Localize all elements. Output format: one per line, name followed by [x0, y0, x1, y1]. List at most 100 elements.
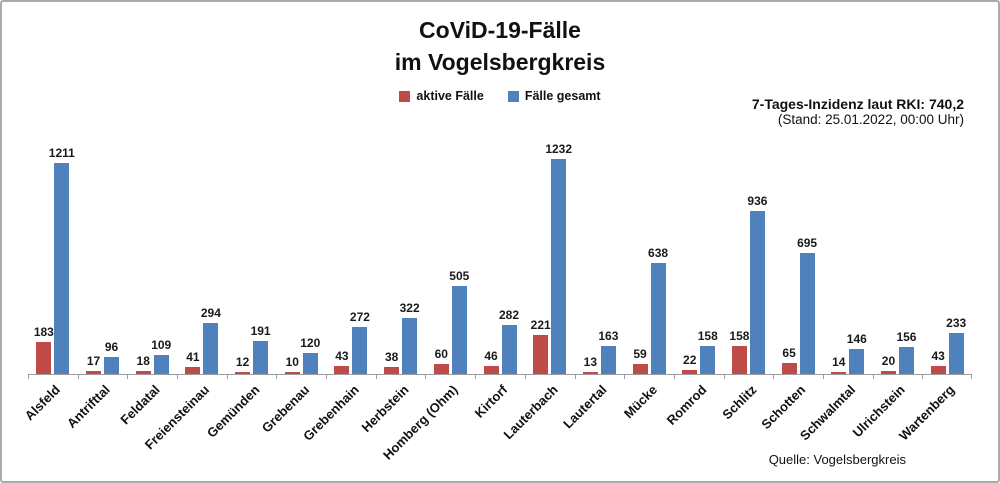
x-axis-tick	[376, 375, 377, 379]
bar-falle-gesamt-herbstein	[402, 318, 418, 374]
value-label-falle-gesamt-kirtorf: 282	[498, 308, 520, 322]
x-axis-tick	[724, 375, 725, 379]
x-axis-tick	[873, 375, 874, 379]
bar-aktive-falle-romrod	[682, 370, 698, 374]
x-axis-label-text: Kirtorf	[471, 382, 511, 421]
x-axis-label-text: Gemünden	[203, 382, 263, 441]
bar-aktive-falle-ulrichstein	[880, 371, 896, 374]
bar-aktive-falle-lautertal	[582, 372, 598, 374]
x-axis-tick	[78, 375, 79, 379]
legend-item-falle-gesamt: Fälle gesamt	[507, 89, 601, 103]
incidence-value: 7-Tages-Inzidenz laut RKI: 740,2	[751, 96, 964, 112]
value-label-falle-gesamt-freiensteinau: 294	[200, 306, 221, 320]
x-axis-label-text: Schlitz	[718, 382, 760, 423]
x-axis-tick	[525, 375, 526, 379]
bar-falle-gesamt-wartenberg	[948, 333, 964, 374]
value-label-falle-gesamt-ulrichstein: 156	[896, 330, 917, 344]
bar-falle-gesamt-homberg-ohm	[451, 286, 467, 374]
x-axis-tick	[326, 375, 327, 379]
bar-aktive-falle-herbstein	[384, 367, 400, 374]
incidence-date: (Stand: 25.01.2022, 00:00 Uhr)	[777, 112, 964, 127]
bar-aktive-falle-freiensteinau	[185, 367, 201, 374]
x-axis-tick	[177, 375, 178, 379]
value-label-falle-gesamt-lauterbach: 1232	[545, 142, 573, 156]
value-label-aktive-falle-herbstein: 38	[384, 350, 399, 364]
value-label-aktive-falle-kirtorf: 46	[484, 349, 498, 363]
x-axis-tick	[28, 375, 29, 379]
bar-falle-gesamt-mucke	[650, 263, 666, 374]
bar-falle-gesamt-schwalmtal	[849, 349, 865, 374]
chart-legend: aktive Fälle Fälle gesamt	[2, 89, 998, 103]
bar-falle-gesamt-lauterbach	[551, 159, 567, 374]
bar-aktive-falle-antrifttal	[86, 371, 102, 374]
bar-falle-gesamt-feldatal	[153, 355, 169, 374]
bar-aktive-falle-grebenau	[284, 372, 300, 374]
value-label-aktive-falle-schlitz: 158	[729, 329, 750, 343]
value-label-aktive-falle-grebenau: 10	[285, 355, 299, 369]
value-label-aktive-falle-antrifttal: 17	[86, 354, 101, 368]
x-axis-tick	[971, 375, 972, 379]
value-label-falle-gesamt-lautertal: 163	[598, 329, 619, 343]
x-axis-label-text: Alsfeld	[22, 382, 64, 424]
bar-aktive-falle-schwalmtal	[831, 372, 847, 374]
bar-falle-gesamt-alsfeld	[54, 163, 70, 374]
x-axis-label-text: Lautertal	[560, 382, 610, 432]
value-label-aktive-falle-alsfeld: 183	[33, 325, 54, 339]
x-axis-tick	[575, 375, 576, 379]
x-axis-label-text: Mücke	[620, 382, 660, 422]
x-axis-tick	[276, 375, 277, 379]
bar-falle-gesamt-schlitz	[749, 211, 765, 374]
value-label-aktive-falle-schotten: 65	[782, 346, 796, 360]
value-label-falle-gesamt-alsfeld: 1211	[48, 146, 75, 160]
value-label-falle-gesamt-schlitz: 936	[747, 194, 768, 208]
x-axis-label-text: Antrifttal	[64, 382, 114, 431]
chart-title: CoViD-19-Fälle im Vogelsbergkreis	[2, 14, 998, 78]
value-label-falle-gesamt-romrod: 158	[697, 329, 718, 343]
bar-aktive-falle-grebenhain	[334, 366, 350, 374]
bar-falle-gesamt-grebenau	[302, 353, 318, 374]
x-axis-tick	[425, 375, 426, 379]
value-label-aktive-falle-gemunden: 12	[235, 355, 250, 369]
x-axis-tick	[624, 375, 625, 379]
value-label-falle-gesamt-grebenhain: 272	[349, 310, 370, 324]
bar-aktive-falle-wartenberg	[930, 366, 946, 374]
x-axis-tick	[475, 375, 476, 379]
x-axis-tick	[922, 375, 923, 379]
bar-aktive-falle-schotten	[781, 363, 797, 374]
value-label-falle-gesamt-gemunden: 191	[250, 324, 271, 338]
chart-title-line2: im Vogelsbergkreis	[394, 49, 606, 75]
value-label-falle-gesamt-schotten: 695	[797, 236, 818, 250]
bar-falle-gesamt-gemunden	[253, 341, 269, 374]
value-label-aktive-falle-feldatal: 18	[136, 354, 150, 368]
value-label-aktive-falle-freiensteinau: 41	[186, 350, 200, 364]
chart-title-line1: CoViD-19-Fälle	[419, 17, 581, 43]
bar-falle-gesamt-romrod	[700, 346, 716, 374]
legend-swatch-icon	[507, 90, 519, 102]
value-label-falle-gesamt-grebenau: 120	[300, 336, 321, 350]
bar-falle-gesamt-ulrichstein	[898, 347, 914, 374]
plot-area: 183 1211 Alsfeld 17 96 Antrifttal 18 109 Feldata…	[22, 142, 972, 463]
bar-aktive-falle-kirtorf	[483, 366, 499, 374]
value-label-falle-gesamt-schwalmtal: 146	[846, 332, 867, 346]
x-axis-label-text: Romrod	[663, 382, 710, 428]
value-label-falle-gesamt-herbstein: 322	[399, 301, 420, 315]
x-axis-tick	[227, 375, 228, 379]
value-label-aktive-falle-wartenberg: 43	[931, 349, 945, 363]
bar-falle-gesamt-schotten	[799, 253, 815, 374]
bar-falle-gesamt-freiensteinau	[203, 323, 219, 374]
value-label-aktive-falle-romrod: 22	[683, 353, 697, 367]
value-label-aktive-falle-ulrichstein: 20	[881, 354, 896, 368]
value-label-aktive-falle-mucke: 59	[633, 347, 647, 361]
x-axis-tick	[773, 375, 774, 379]
bar-aktive-falle-gemunden	[235, 372, 251, 374]
x-axis-label-text: Schotten	[758, 382, 809, 432]
value-label-aktive-falle-lauterbach: 221	[530, 318, 551, 332]
x-axis-tick	[823, 375, 824, 379]
value-label-falle-gesamt-mucke: 638	[648, 246, 669, 260]
value-label-aktive-falle-schwalmtal: 14	[832, 355, 846, 369]
value-label-falle-gesamt-wartenberg: 233	[946, 316, 967, 330]
value-label-aktive-falle-grebenhain: 43	[335, 349, 349, 363]
value-label-falle-gesamt-feldatal: 109	[151, 338, 172, 352]
legend-label: Fälle gesamt	[524, 89, 601, 103]
x-axis-tick	[127, 375, 128, 379]
